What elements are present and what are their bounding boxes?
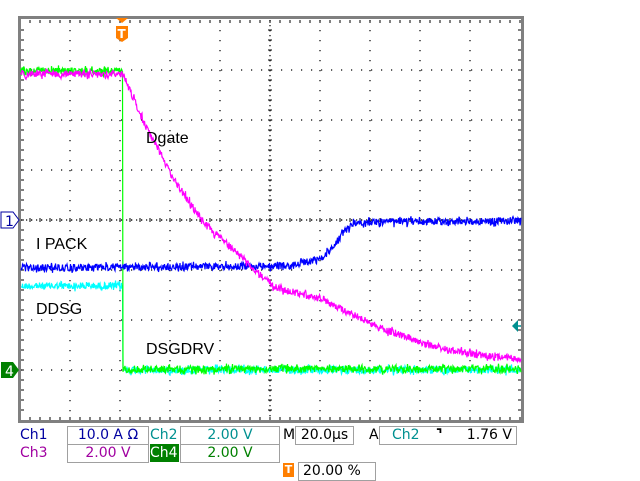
label-dgate: Dgate xyxy=(146,130,189,147)
trigger-marker-label: T xyxy=(118,27,127,41)
trigger-settings[interactable]: Ch2 ⌝ 1.76 V xyxy=(379,426,517,445)
trigger-position-value[interactable]: 20.00 % xyxy=(298,462,376,481)
timebase-value[interactable]: 20.0µs xyxy=(295,426,354,445)
falling-edge-icon: ⌝ xyxy=(436,427,443,443)
waveform-traces xyxy=(20,65,522,377)
label-dsgdrv: DSGDRV xyxy=(146,341,214,358)
ch1-ground-marker[interactable]: 1 xyxy=(0,211,20,230)
trigger-mode-label: A xyxy=(369,427,379,443)
ch4-ground-marker[interactable]: 4 xyxy=(1,362,19,380)
trigger-level: 1.76 V xyxy=(466,427,512,443)
ch2-scale[interactable]: 2.00 V xyxy=(180,426,280,445)
trigger-source: Ch2 xyxy=(392,427,420,443)
trace-labels: Dgate I PACK DDSG DSGDRV xyxy=(36,130,214,358)
ch1-marker-label: 1 xyxy=(5,214,14,230)
ch4-label[interactable]: Ch4 xyxy=(150,444,179,462)
label-ddsg: DDSG xyxy=(36,301,82,318)
ch4-marker-label: 4 xyxy=(5,364,14,380)
ch4-scale[interactable]: 2.00 V xyxy=(180,444,280,463)
timebase-label: M xyxy=(283,427,296,443)
graticule-frame xyxy=(18,16,524,423)
ch1-label-text: Ch1 xyxy=(20,427,48,443)
trigger-position-icon: T xyxy=(283,463,294,477)
trace-dsgdrv xyxy=(20,65,522,375)
ch2-label[interactable]: Ch2 xyxy=(150,427,178,443)
label-ipack: I PACK xyxy=(36,236,88,253)
ch1-label[interactable]: Ch1 xyxy=(20,426,48,444)
trigger-position-marker[interactable]: T xyxy=(116,18,128,42)
trace-i-pack xyxy=(20,215,522,274)
ch3-scale[interactable]: 2.00 V xyxy=(67,444,149,463)
ch1-scale[interactable]: 10.0 A Ω xyxy=(67,426,149,445)
ch3-label[interactable]: Ch3 xyxy=(20,445,48,461)
trace-ddsg xyxy=(20,280,522,377)
trigger-level-arrow[interactable] xyxy=(512,320,521,332)
trace-dgate xyxy=(20,68,522,364)
